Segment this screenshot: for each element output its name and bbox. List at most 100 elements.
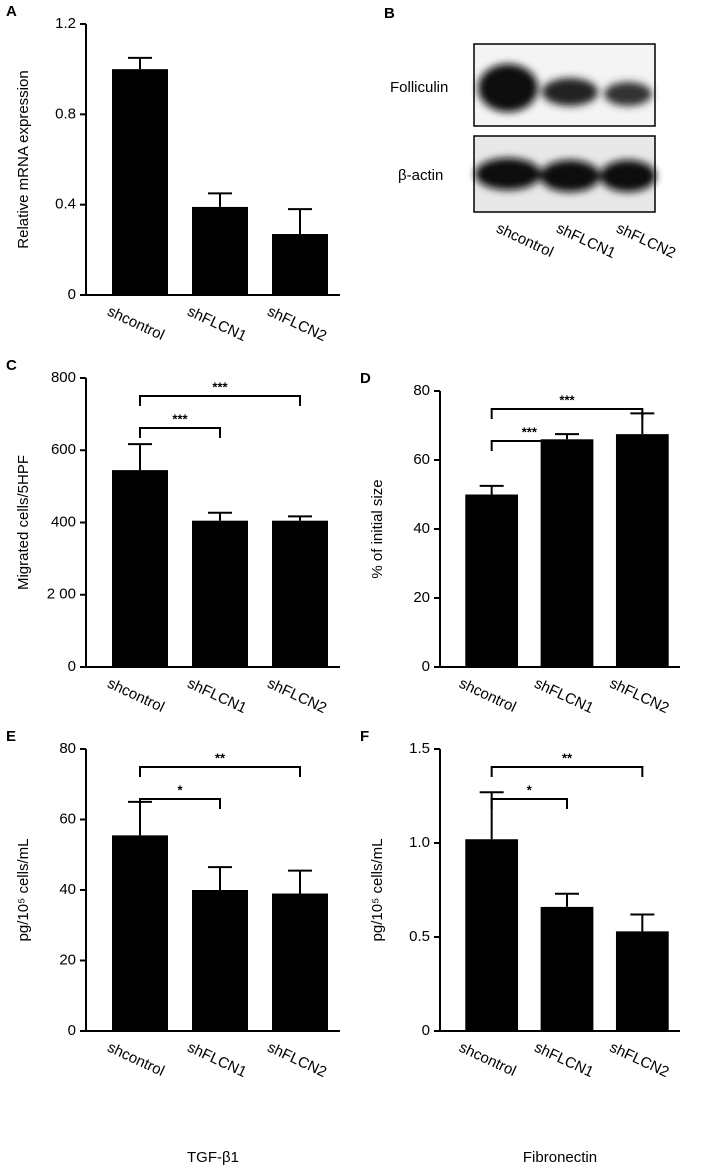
blot-lane-label: shFLCN1 [554,220,619,262]
bar [615,434,669,667]
panel-label: E [6,728,16,745]
panel-label: B [384,5,395,22]
y-tick-label: 20 [59,951,76,968]
x-axis-label: TGF-β1 [187,1149,239,1166]
x-tick-label: shFLCN1 [185,1039,250,1081]
x-tick-label: shFLCN2 [265,1039,330,1081]
y-axis-label: pg/10⁵ cells/mL [15,839,32,942]
y-tick-label: 0 [68,286,76,303]
bar [540,439,594,667]
y-tick-label: 0 [68,658,76,675]
y-axis-label: Migrated cells/5HPF [15,455,32,590]
x-axis-label: Fibronectin [523,1149,597,1166]
y-tick-label: 2 00 [47,586,76,603]
y-tick-label: 20 [413,589,430,606]
bar [112,835,168,1031]
x-tick-label: shcontrol [105,1039,167,1080]
bar [272,893,328,1031]
y-axis-label: Relative mRNA expression [15,70,32,248]
error-bar [288,208,312,235]
significance-label: * [527,782,533,797]
x-tick-label: shFLCN1 [532,1039,597,1081]
significance-label: *** [212,379,228,394]
blot-row-label: Folliculin [390,79,448,96]
significance-label: *** [522,424,538,439]
x-tick-label: shcontrol [456,675,518,716]
x-tick-label: shFLCN1 [532,675,597,717]
significance-bracket [139,766,301,777]
x-tick-label: shFLCN2 [265,303,330,345]
significance-label: ** [562,750,573,765]
blot-bands [475,64,656,192]
error-bar [288,515,312,521]
y-tick-label: 800 [51,369,76,386]
bar [112,470,168,667]
error-bar [208,511,232,521]
significance-bracket [139,395,301,406]
y-tick-label: 60 [413,451,430,468]
significance-bracket [490,798,568,809]
bar [272,520,328,667]
y-tick-label: 0.5 [409,928,430,945]
x-tick-label: shFLCN1 [185,303,250,345]
error-bar [555,433,579,440]
significance-label: ** [215,750,226,765]
error-bar [128,443,152,471]
bar [192,206,248,295]
y-axis-label: % of initial size [369,479,386,578]
bar [615,931,669,1031]
bar [192,890,248,1031]
bar [465,839,519,1031]
y-tick-label: 0 [422,658,430,675]
blot-lane-label: shcontrol [494,220,556,261]
y-tick-label: 1.5 [409,740,430,757]
y-tick-label: 0.4 [55,196,76,213]
error-bar [288,869,312,894]
blot-row-label: β-actin [398,167,443,184]
significance-bracket [490,766,644,777]
x-tick-label: shcontrol [456,1039,518,1080]
y-tick-label: 80 [413,382,430,399]
panel-label: D [360,370,371,387]
y-tick-label: 0 [68,1022,76,1039]
error-bar [208,192,232,207]
y-axis-label: pg/10⁵ cells/mL [369,839,386,942]
error-bar [128,56,152,70]
y-tick-label: 80 [59,740,76,757]
bar [465,494,519,667]
bar [112,69,168,296]
panel-label: A [6,3,17,20]
bar [192,520,248,667]
x-tick-label: shcontrol [105,303,167,344]
y-tick-label: 1.2 [55,15,76,32]
significance-label: *** [559,392,575,407]
y-tick-label: 0 [422,1022,430,1039]
significance-bracket [490,440,568,451]
error-bar [630,913,655,932]
y-tick-label: 1.0 [409,834,430,851]
y-tick-label: 40 [413,520,430,537]
significance-bracket [139,798,221,809]
significance-label: * [177,782,183,797]
x-tick-label: shFLCN2 [607,1039,672,1081]
x-tick-label: shFLCN2 [607,675,672,717]
error-bar [208,866,232,890]
panel-label: C [6,357,17,374]
significance-bracket [490,408,644,419]
significance-bracket [139,427,221,438]
panel-label: F [360,728,369,745]
y-tick-label: 400 [51,513,76,530]
y-tick-label: 600 [51,441,76,458]
y-tick-label: 60 [59,810,76,827]
y-tick-label: 40 [59,881,76,898]
y-tick-label: 0.8 [55,105,76,122]
x-tick-label: shcontrol [105,675,167,716]
error-bar [555,892,579,907]
bar [272,234,328,295]
significance-label: *** [172,411,188,426]
bar [540,906,594,1031]
x-tick-label: shFLCN2 [265,675,330,717]
error-bar [479,484,504,495]
